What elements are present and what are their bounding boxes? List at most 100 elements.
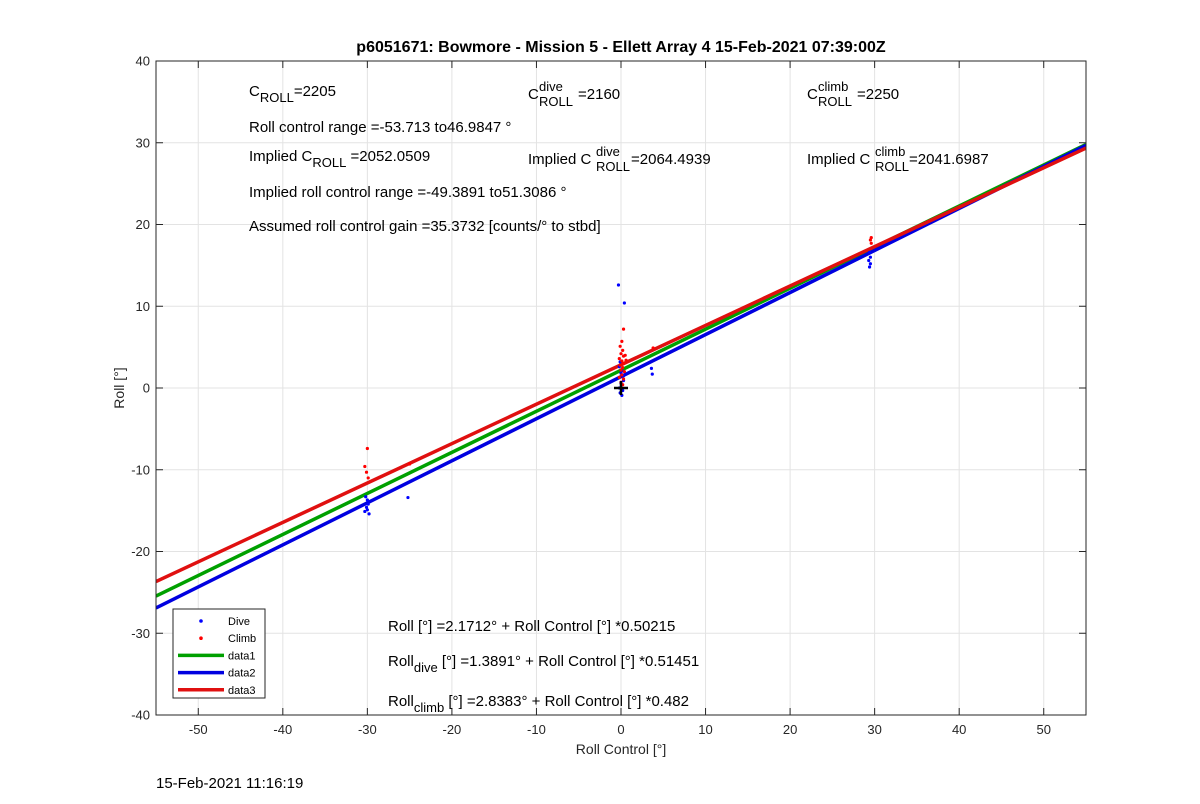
annotation-implied-c-roll-climb: Implied C	[807, 151, 871, 168]
legend-box	[172, 608, 266, 699]
series-line-data2	[156, 143, 1086, 610]
data-point-climb	[651, 346, 655, 350]
y-tick-label: 40	[136, 54, 150, 69]
x-tick-label: 50	[1036, 722, 1050, 737]
data-point-climb	[617, 356, 621, 361]
annotation-c-roll-climb-value: =2250	[857, 86, 899, 103]
chart-title: p6051671: Bowmore - Mission 5 - Ellett A…	[356, 39, 886, 56]
x-tick-label: -30	[358, 722, 377, 737]
annotation-c-roll-dive-value: =2160	[578, 86, 620, 103]
data-point-climb	[621, 327, 626, 331]
annotation-implied-c-roll-dive-sub: ROLL	[596, 159, 630, 174]
data-point-dive	[867, 258, 871, 263]
data-point-dive	[364, 495, 368, 499]
data-point-climb	[621, 361, 626, 366]
x-tick-label: 20	[783, 722, 797, 737]
y-axis-label: Roll [°]	[111, 367, 127, 408]
data-point-climb	[619, 352, 623, 356]
data-point-climb	[623, 353, 627, 357]
data-point-climb	[366, 476, 370, 480]
x-tick-label: -20	[443, 722, 462, 737]
y-tick-label: 0	[143, 381, 150, 396]
data-point-climb	[621, 348, 625, 352]
legend-label: data2	[228, 668, 256, 680]
annotation-c-roll-climb-sup: climb	[818, 79, 848, 94]
legend-marker-climb	[199, 636, 203, 640]
y-tick-label: 10	[136, 299, 150, 314]
data-point-dive	[867, 265, 872, 269]
y-tick-label: -30	[131, 626, 150, 641]
annotation-fit-all: Roll [°] =2.1712° + Roll Control [°] *0.…	[388, 618, 675, 635]
legend: Dive Climb data1 data2 data3	[172, 608, 266, 699]
legend-label: data1	[228, 650, 256, 662]
annotation-implied-c-roll-dive-sup: dive	[596, 144, 620, 159]
annotation-implied-range: Implied roll control range =-49.3891 to5…	[249, 184, 566, 201]
data-point-dive	[365, 508, 369, 512]
data-point-climb	[408, 462, 412, 466]
annotation-implied-c-roll-climb-sup: climb	[875, 144, 905, 159]
data-point-climb	[618, 363, 622, 367]
data-point-climb	[363, 464, 367, 469]
x-tick-label: -10	[527, 722, 546, 737]
timestamp: 15-Feb-2021 11:16:19	[156, 775, 303, 792]
annotation-implied-c-roll-dive-value: =2064.4939	[631, 151, 711, 168]
annotation-c-roll: CROLL=2205	[249, 83, 336, 105]
y-tick-label: -40	[131, 708, 150, 723]
legend-label: data3	[228, 685, 256, 697]
data-point-dive	[868, 255, 873, 259]
data-point-climb	[620, 339, 624, 344]
legend-label: Dive	[228, 616, 250, 628]
x-tick-label: 10	[698, 722, 712, 737]
data-point-dive	[367, 512, 371, 516]
origin-marker	[614, 381, 628, 395]
y-ticks: -40 -30 -20 -10 0 10 20 30 40	[131, 54, 1086, 723]
x-tick-label: 40	[952, 722, 966, 737]
data-point-dive	[622, 301, 626, 305]
data-point-climb	[365, 446, 369, 451]
data-point-dive	[366, 502, 370, 506]
x-tick-label: -50	[189, 722, 208, 737]
data-point-dive	[364, 505, 369, 509]
data-point-climb	[617, 375, 621, 379]
data-point-dive	[365, 498, 369, 502]
annotation-fit-climb: Rollclimb [°] =2.8383° + Roll Control [°…	[388, 693, 689, 715]
data-point-climb	[869, 241, 873, 245]
data-point-climb	[364, 470, 369, 474]
annotation-gain: Assumed roll control gain =35.3732 [coun…	[249, 218, 601, 235]
x-tick-label: 0	[617, 722, 624, 737]
y-tick-label: -10	[131, 462, 150, 477]
data-point-dive	[616, 283, 621, 287]
annotation-fit-dive: Rolldive [°] =1.3891° + Roll Control [°]…	[388, 653, 699, 675]
legend-label: Climb	[228, 633, 256, 645]
x-axis-label: Roll Control [°]	[576, 741, 666, 757]
data-point-climb	[624, 358, 628, 362]
annotation-c-roll-climb-sub: ROLL	[818, 94, 852, 109]
annotation-implied-c-roll-climb-sub: ROLL	[875, 159, 909, 174]
x-ticks: -50 -40 -30 -20 -10 0 10 20 30 40 50	[189, 61, 1051, 737]
annotation-implied-c-roll-dive: Implied C	[528, 151, 592, 168]
data-point-climb	[868, 238, 873, 242]
data-point-dive	[868, 262, 873, 266]
x-tick-label: 30	[867, 722, 881, 737]
x-tick-label: -40	[273, 722, 292, 737]
data-point-climb	[621, 365, 625, 370]
data-point-climb	[621, 377, 626, 381]
data-point-dive	[406, 495, 410, 500]
data-point-climb	[620, 373, 624, 377]
data-point-climb	[622, 370, 626, 374]
data-point-dive	[867, 250, 872, 254]
data-point-dive	[649, 366, 654, 370]
data-point-climb	[619, 368, 623, 372]
data-point-climb	[618, 344, 622, 348]
y-tick-label: 20	[136, 217, 150, 232]
legend-marker-dive	[199, 619, 203, 623]
data-point-dive	[650, 372, 654, 376]
y-tick-label: 30	[136, 135, 150, 150]
annotation-c-roll-dive-sup: dive	[539, 79, 563, 94]
data-point-dive	[363, 509, 367, 514]
annotation-c-roll-dive: C	[528, 86, 539, 103]
annotation-implied-c-roll-climb-value: =2041.6987	[909, 151, 989, 168]
y-tick-label: -20	[131, 544, 150, 559]
